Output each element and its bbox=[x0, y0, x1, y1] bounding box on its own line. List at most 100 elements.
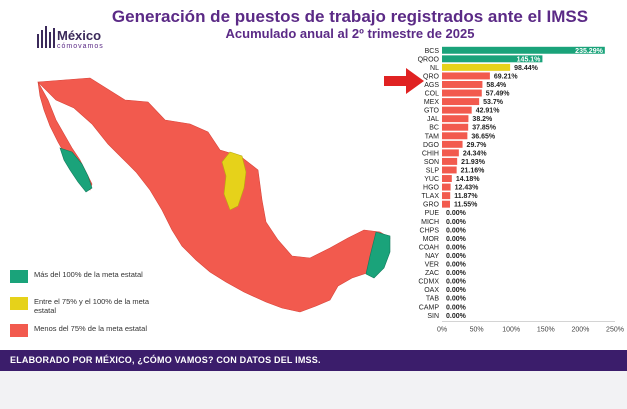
bar bbox=[442, 183, 451, 191]
highlight-arrow-icon bbox=[384, 68, 424, 94]
legend-item-yellow: Entre el 75% y el 100% de la meta estata… bbox=[10, 297, 170, 325]
bar bbox=[442, 89, 482, 97]
category-label: JAL bbox=[427, 116, 439, 123]
category-label: GRO bbox=[423, 202, 440, 209]
category-label: MICH bbox=[421, 219, 439, 226]
category-label: AGS bbox=[424, 82, 439, 89]
x-tick-label: 250% bbox=[606, 327, 624, 334]
category-label: QROO bbox=[418, 56, 440, 63]
data-label: 69.21% bbox=[494, 73, 519, 80]
bar bbox=[442, 157, 458, 165]
bar bbox=[442, 192, 451, 200]
legend-label-yellow: Entre el 75% y el 100% de la meta estata… bbox=[34, 297, 150, 315]
category-label: BCS bbox=[425, 48, 440, 55]
category-label: MEX bbox=[424, 99, 440, 106]
data-label: 0.00% bbox=[446, 287, 467, 294]
data-label: 98.44% bbox=[514, 65, 539, 72]
data-label: 24.34% bbox=[463, 150, 488, 157]
logo: México cómovamos bbox=[33, 22, 123, 52]
data-label: 12.43% bbox=[455, 185, 480, 192]
category-label: TAB bbox=[426, 296, 439, 303]
category-label: SIN bbox=[427, 313, 439, 320]
bar bbox=[442, 200, 450, 208]
bar bbox=[442, 98, 480, 106]
state-qroo-shape bbox=[365, 231, 391, 279]
bar-chart: BCS 235.29% QROO 145.1% NL 98.44% QRO 69.21% AGS… bbox=[418, 46, 624, 334]
data-label: 235.29% bbox=[575, 48, 603, 55]
data-label: 11.55% bbox=[454, 202, 478, 209]
bar bbox=[442, 166, 457, 174]
category-label: BC bbox=[429, 125, 439, 132]
data-label: 42.91% bbox=[476, 108, 501, 115]
legend-label-red: Menos del 75% de la meta estatal bbox=[34, 324, 147, 333]
bar bbox=[442, 72, 490, 80]
data-label: 29.7% bbox=[467, 142, 488, 149]
data-label: 0.00% bbox=[446, 219, 467, 226]
category-label: SON bbox=[424, 159, 439, 166]
category-label: SLP bbox=[426, 167, 440, 174]
data-label: 0.00% bbox=[446, 304, 467, 311]
data-label: 0.00% bbox=[446, 279, 467, 286]
data-label: 53.7% bbox=[483, 99, 504, 106]
category-label: HGO bbox=[423, 185, 440, 192]
category-label: PUE bbox=[425, 210, 440, 217]
legend-swatch-yellow bbox=[10, 297, 28, 310]
data-label: 0.00% bbox=[446, 253, 467, 260]
data-label: 145.1% bbox=[517, 56, 542, 63]
data-label: 14.18% bbox=[456, 176, 481, 183]
legend-label-green: Más del 100% de la meta estatal bbox=[34, 270, 143, 279]
data-label: 0.00% bbox=[446, 236, 467, 243]
x-tick-label: 50% bbox=[470, 327, 484, 334]
bar bbox=[442, 140, 463, 148]
bar bbox=[442, 149, 459, 157]
data-label: 57.49% bbox=[486, 91, 511, 98]
category-label: NL bbox=[430, 65, 439, 72]
category-label: YUC bbox=[424, 176, 439, 183]
data-label: 11.87% bbox=[454, 193, 478, 200]
bar bbox=[442, 106, 472, 114]
logo-tagline: cómovamos bbox=[57, 43, 104, 50]
category-label: TLAX bbox=[421, 193, 439, 200]
bar bbox=[442, 55, 543, 63]
category-label: CHPS bbox=[420, 227, 440, 234]
page-title: Generación de puestos de trabajo registr… bbox=[111, 7, 589, 26]
mexico-mainland-shape bbox=[37, 77, 391, 313]
bottom-strip bbox=[0, 371, 627, 409]
data-label: 0.00% bbox=[446, 313, 467, 320]
x-tick-label: 0% bbox=[437, 327, 447, 334]
category-label: NAY bbox=[425, 253, 439, 260]
data-label: 38.2% bbox=[472, 116, 493, 123]
bar bbox=[442, 132, 468, 140]
data-label: 0.00% bbox=[446, 262, 467, 269]
category-label: VER bbox=[425, 262, 439, 269]
state-bcs-shape bbox=[59, 147, 93, 193]
legend-item-green: Más del 100% de la meta estatal bbox=[10, 270, 170, 298]
bar bbox=[442, 115, 469, 123]
data-label: 0.00% bbox=[446, 244, 467, 251]
category-label: GTO bbox=[424, 108, 440, 115]
data-label: 58.4% bbox=[486, 82, 507, 89]
legend-swatch-green bbox=[10, 270, 28, 283]
state-nl-shape bbox=[221, 151, 247, 211]
legend-item-red: Menos del 75% de la meta estatal bbox=[10, 324, 170, 352]
category-label: ZAC bbox=[425, 270, 439, 277]
category-label: COAH bbox=[419, 244, 439, 251]
category-label: CHIH bbox=[422, 150, 439, 157]
category-label: CDMX bbox=[418, 279, 439, 286]
x-tick-label: 200% bbox=[571, 327, 589, 334]
category-label: DGO bbox=[423, 142, 440, 149]
x-tick-label: 150% bbox=[537, 327, 555, 334]
category-label: MOR bbox=[423, 236, 439, 243]
bar bbox=[442, 63, 511, 71]
category-label: QRO bbox=[423, 73, 440, 80]
bar bbox=[442, 175, 452, 182]
bar bbox=[442, 123, 469, 131]
x-tick-label: 100% bbox=[502, 327, 520, 334]
data-label: 0.00% bbox=[446, 210, 467, 217]
mexico-map bbox=[37, 77, 391, 313]
data-label: 36.65% bbox=[471, 133, 496, 140]
bar bbox=[442, 81, 483, 88]
logo-bars-icon bbox=[37, 26, 55, 48]
legend-swatch-red bbox=[10, 324, 28, 337]
